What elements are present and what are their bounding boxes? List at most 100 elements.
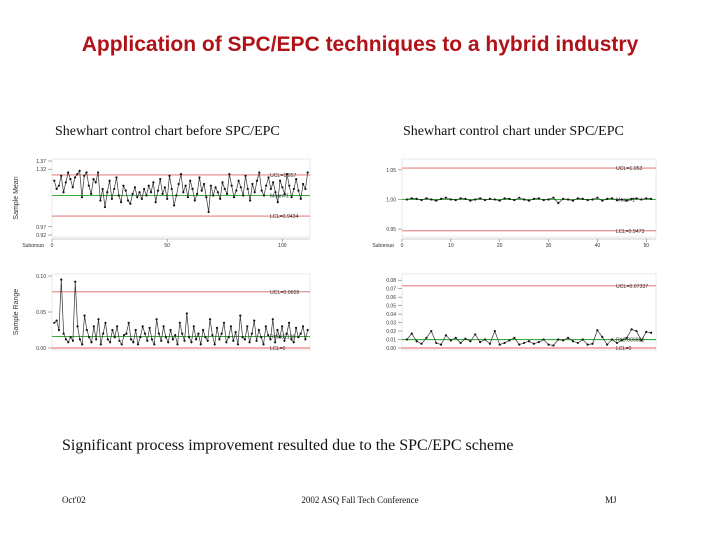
data-point <box>60 174 63 177</box>
data-point <box>174 333 177 337</box>
data-point <box>576 341 579 345</box>
data-point <box>439 343 443 346</box>
data-point <box>527 199 531 202</box>
data-point <box>95 338 98 341</box>
data-point <box>264 325 267 328</box>
data-point <box>566 336 570 339</box>
data-point <box>249 199 252 202</box>
plot-frame <box>401 273 657 351</box>
data-point <box>410 332 413 335</box>
data-point <box>552 344 555 347</box>
data-point <box>136 343 140 346</box>
data-point <box>120 343 123 346</box>
x-tick-label: 0 <box>51 243 54 247</box>
y-axis-title: Sample Range <box>13 289 20 335</box>
data-point <box>640 339 643 342</box>
data-point <box>239 186 242 189</box>
data-point <box>229 325 233 328</box>
data-point <box>223 187 226 191</box>
data-point <box>301 182 305 186</box>
data-point <box>630 328 633 331</box>
data-point <box>183 339 186 342</box>
control-line-label-center: Mean=1 <box>270 194 289 200</box>
footer-conference: 2002 ASQ Fall Tech Conference <box>301 495 419 505</box>
data-point <box>131 192 134 195</box>
data-point <box>111 328 114 332</box>
data-point <box>292 341 295 344</box>
data-point <box>258 171 261 174</box>
y-tick-label: 0.02 <box>386 329 396 335</box>
data-point <box>204 336 207 339</box>
data-point <box>542 338 545 341</box>
data-point <box>290 338 293 341</box>
data-point <box>498 199 501 202</box>
data-point <box>251 182 254 186</box>
data-point <box>78 169 81 172</box>
data-point <box>197 332 200 335</box>
data-point <box>269 187 272 191</box>
data-point <box>615 198 619 202</box>
data-point <box>175 194 178 197</box>
data-point <box>444 196 448 199</box>
data-point <box>190 341 193 344</box>
data-point <box>244 174 247 177</box>
data-point <box>159 177 162 181</box>
series-line <box>54 279 309 346</box>
data-point <box>562 197 565 200</box>
data-point <box>94 181 97 184</box>
data-point <box>601 335 604 339</box>
data-point <box>216 191 219 194</box>
control-line-label-lcl: LCL=0.9434 <box>270 214 299 220</box>
plot-frame <box>401 158 657 238</box>
data-point <box>464 197 467 200</box>
data-point <box>83 314 86 317</box>
data-point <box>214 186 217 189</box>
data-point <box>120 201 123 204</box>
data-point <box>479 340 482 344</box>
data-point <box>97 318 100 321</box>
footer-date: Oct'02 <box>62 495 86 505</box>
data-point <box>571 340 575 343</box>
data-point <box>55 187 58 191</box>
x-tick-label: 50 <box>643 243 649 247</box>
caption-under: Shewhart control chart under SPC/EPC <box>403 124 624 139</box>
data-point <box>92 177 95 181</box>
data-point <box>193 199 196 202</box>
data-point <box>110 197 113 200</box>
data-point <box>449 339 452 342</box>
data-point <box>90 192 93 195</box>
data-point <box>532 342 535 345</box>
data-point <box>228 173 231 176</box>
data-point <box>297 189 300 192</box>
data-point <box>493 198 496 201</box>
data-point <box>255 179 259 182</box>
data-point <box>179 173 183 176</box>
data-point <box>430 198 433 201</box>
data-point <box>547 198 550 201</box>
data-point <box>76 173 79 176</box>
data-point <box>170 187 173 191</box>
data-point <box>140 197 143 200</box>
data-point <box>267 333 270 337</box>
y-tick-label: 0.01 <box>386 338 396 344</box>
data-point <box>299 332 302 335</box>
data-point <box>199 343 202 346</box>
data-point <box>85 328 88 332</box>
data-point <box>523 198 526 201</box>
data-point <box>218 338 221 341</box>
footer-author: MJ <box>605 495 617 505</box>
data-point <box>281 325 284 328</box>
data-point <box>189 179 192 182</box>
data-point <box>181 332 184 335</box>
data-point <box>581 197 584 200</box>
data-point <box>469 199 472 202</box>
data-point <box>211 333 214 337</box>
data-point <box>464 337 467 340</box>
data-point <box>304 187 307 191</box>
data-point <box>640 198 643 201</box>
data-point <box>278 336 281 339</box>
data-point <box>235 189 238 192</box>
data-point <box>176 343 179 346</box>
data-point <box>591 198 594 201</box>
data-point <box>596 196 599 199</box>
